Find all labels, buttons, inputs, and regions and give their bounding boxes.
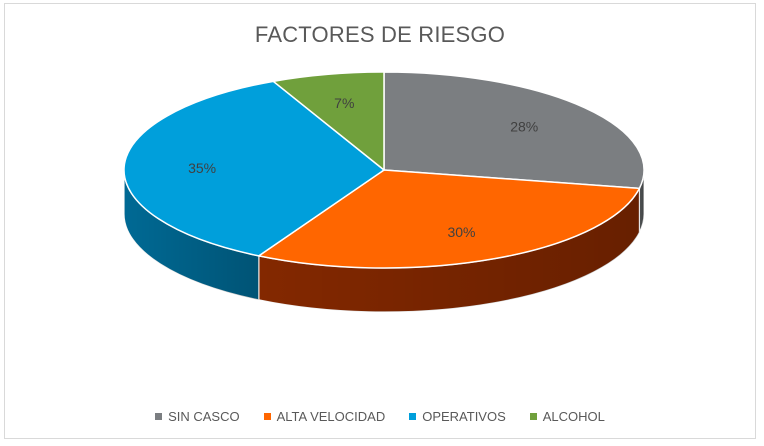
data-label-alcohol: 7%	[334, 95, 354, 111]
pie-slice-sin-casco	[383, 71, 645, 190]
legend: SIN CASCO ALTA VELOCIDAD OPERATIVOS ALCO…	[5, 409, 755, 424]
data-label-alta-velocidad: 30%	[447, 224, 475, 240]
pie-side-shade-sin-casco	[639, 170, 644, 233]
legend-label-operativos: OPERATIVOS	[422, 409, 506, 424]
legend-item-operativos: OPERATIVOS	[409, 409, 506, 424]
legend-item-alta-velocidad: ALTA VELOCIDAD	[263, 409, 386, 424]
legend-item-alcohol: ALCOHOL	[529, 409, 605, 424]
legend-swatch-operativos	[409, 413, 417, 420]
legend-swatch-alcohol	[529, 413, 537, 420]
pie-side-shade-operativos	[124, 170, 259, 300]
legend-label-alcohol: ALCOHOL	[542, 409, 605, 424]
pie-slice-operativos	[123, 80, 385, 257]
legend-swatch-sin-casco	[155, 413, 163, 420]
legend-swatch-alta-velocidad	[263, 413, 271, 420]
pie-slice-alcohol	[272, 71, 385, 171]
pie-chart: 28% 30% 35% 7%	[123, 71, 645, 313]
legend-item-sin-casco: SIN CASCO	[155, 409, 240, 424]
data-label-operativos: 35%	[188, 160, 216, 176]
legend-label-sin-casco: SIN CASCO	[168, 409, 240, 424]
pie-slice-alta-velocidad	[257, 169, 641, 269]
chart-area: FACTORES DE RIESGO 28% 30% 35% 7% SIN CASCO…	[4, 3, 756, 439]
legend-label-alta-velocidad: ALTA VELOCIDAD	[276, 409, 386, 424]
chart-title: FACTORES DE RIESGO	[254, 22, 506, 47]
data-label-sin-casco: 28%	[510, 118, 538, 134]
pie-side-shade-alta-velocidad	[258, 188, 640, 313]
